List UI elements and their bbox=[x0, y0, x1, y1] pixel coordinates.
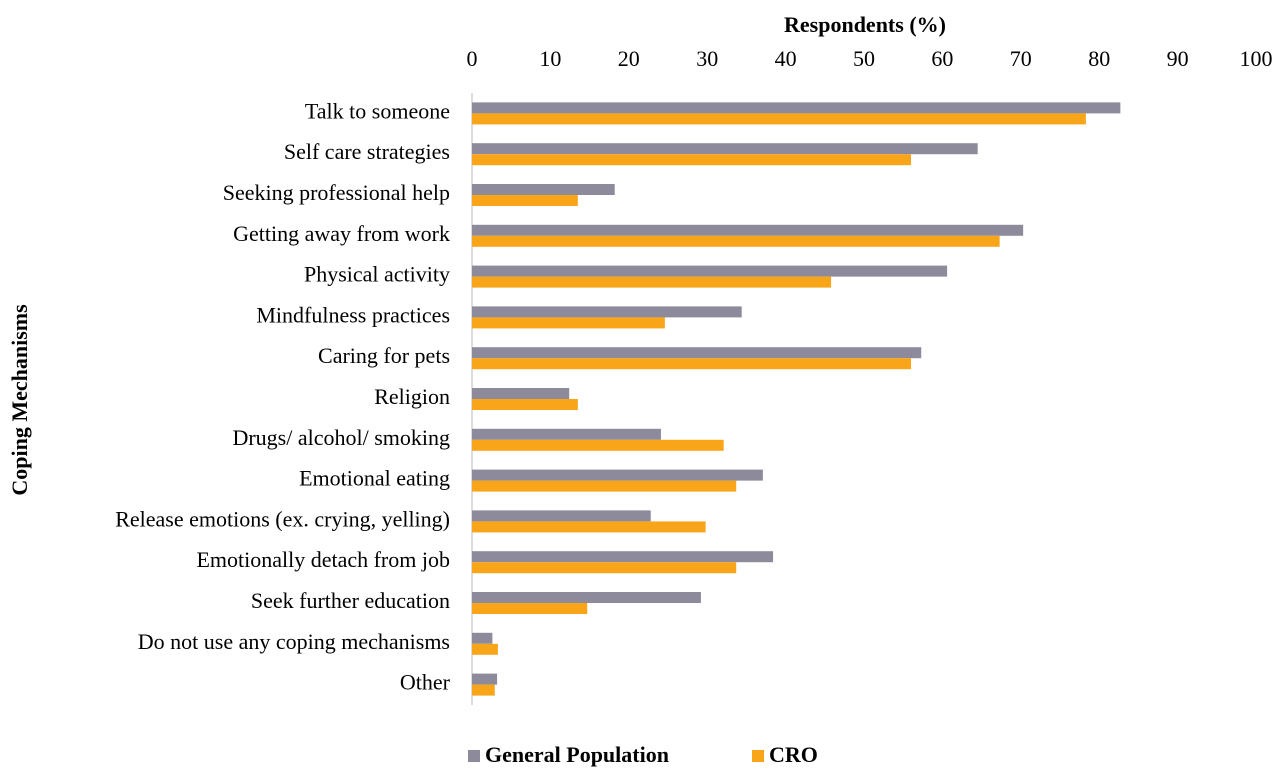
bar bbox=[472, 235, 1000, 247]
x-tick-label: 40 bbox=[775, 46, 797, 71]
bar bbox=[472, 154, 912, 166]
x-tick-label: 80 bbox=[1088, 46, 1110, 71]
x-tick-label: 20 bbox=[618, 46, 640, 71]
category-label: Physical activity bbox=[304, 262, 450, 287]
x-tick-label: 0 bbox=[467, 46, 478, 71]
bar bbox=[472, 317, 665, 329]
bar bbox=[472, 224, 1024, 236]
bar bbox=[472, 439, 724, 451]
bar bbox=[472, 399, 578, 410]
bar bbox=[472, 306, 742, 318]
legend-swatch bbox=[468, 750, 480, 762]
category-label: Do not use any coping mechanisms bbox=[138, 629, 450, 654]
bar bbox=[472, 265, 948, 277]
bar bbox=[472, 347, 922, 359]
axis-title: Respondents (%) bbox=[784, 12, 946, 37]
x-tick-label: 70 bbox=[1010, 46, 1032, 71]
bar bbox=[472, 673, 498, 685]
category-label: Talk to someone bbox=[305, 98, 450, 123]
bar bbox=[472, 388, 570, 399]
bar bbox=[472, 592, 701, 603]
category-label: Caring for pets bbox=[318, 343, 450, 368]
category-label: Self care strategies bbox=[284, 139, 450, 164]
bar bbox=[472, 643, 498, 655]
bar bbox=[472, 480, 737, 492]
bar bbox=[472, 632, 493, 644]
bar bbox=[472, 469, 763, 481]
bar bbox=[472, 102, 1121, 114]
bar bbox=[472, 510, 651, 522]
x-tick-label: 60 bbox=[931, 46, 953, 71]
y-axis-title: Coping Mechanisms bbox=[7, 304, 32, 496]
category-label: Other bbox=[400, 670, 451, 695]
category-label: Seek further education bbox=[251, 588, 450, 613]
x-tick-label: 90 bbox=[1167, 46, 1189, 71]
bar bbox=[472, 143, 978, 155]
bar bbox=[472, 428, 661, 440]
legend-label: CRO bbox=[769, 742, 818, 767]
bar bbox=[472, 521, 706, 533]
category-label: Mindfulness practices bbox=[256, 302, 450, 327]
bar bbox=[472, 358, 912, 370]
category-label: Emotionally detach from job bbox=[196, 547, 450, 572]
category-label: Release emotions (ex. crying, yelling) bbox=[115, 506, 450, 531]
bar bbox=[472, 603, 588, 614]
category-label: Religion bbox=[374, 384, 450, 409]
x-tick-label: 10 bbox=[539, 46, 561, 71]
category-label: Seeking professional help bbox=[223, 180, 450, 205]
x-tick-label: 100 bbox=[1240, 46, 1273, 71]
legend-swatch bbox=[752, 750, 764, 762]
legend-label: General Population bbox=[485, 742, 669, 767]
bar bbox=[472, 113, 1086, 125]
bar bbox=[472, 551, 774, 563]
category-label: Emotional eating bbox=[299, 466, 450, 491]
bar bbox=[472, 195, 578, 206]
x-tick-label: 30 bbox=[696, 46, 718, 71]
category-label: Getting away from work bbox=[233, 221, 450, 246]
bar bbox=[472, 562, 737, 574]
category-label: Drugs/ alcohol/ smoking bbox=[232, 425, 450, 450]
bar bbox=[472, 684, 495, 696]
bar bbox=[472, 276, 832, 288]
bar bbox=[472, 184, 615, 195]
x-tick-label: 50 bbox=[853, 46, 875, 71]
